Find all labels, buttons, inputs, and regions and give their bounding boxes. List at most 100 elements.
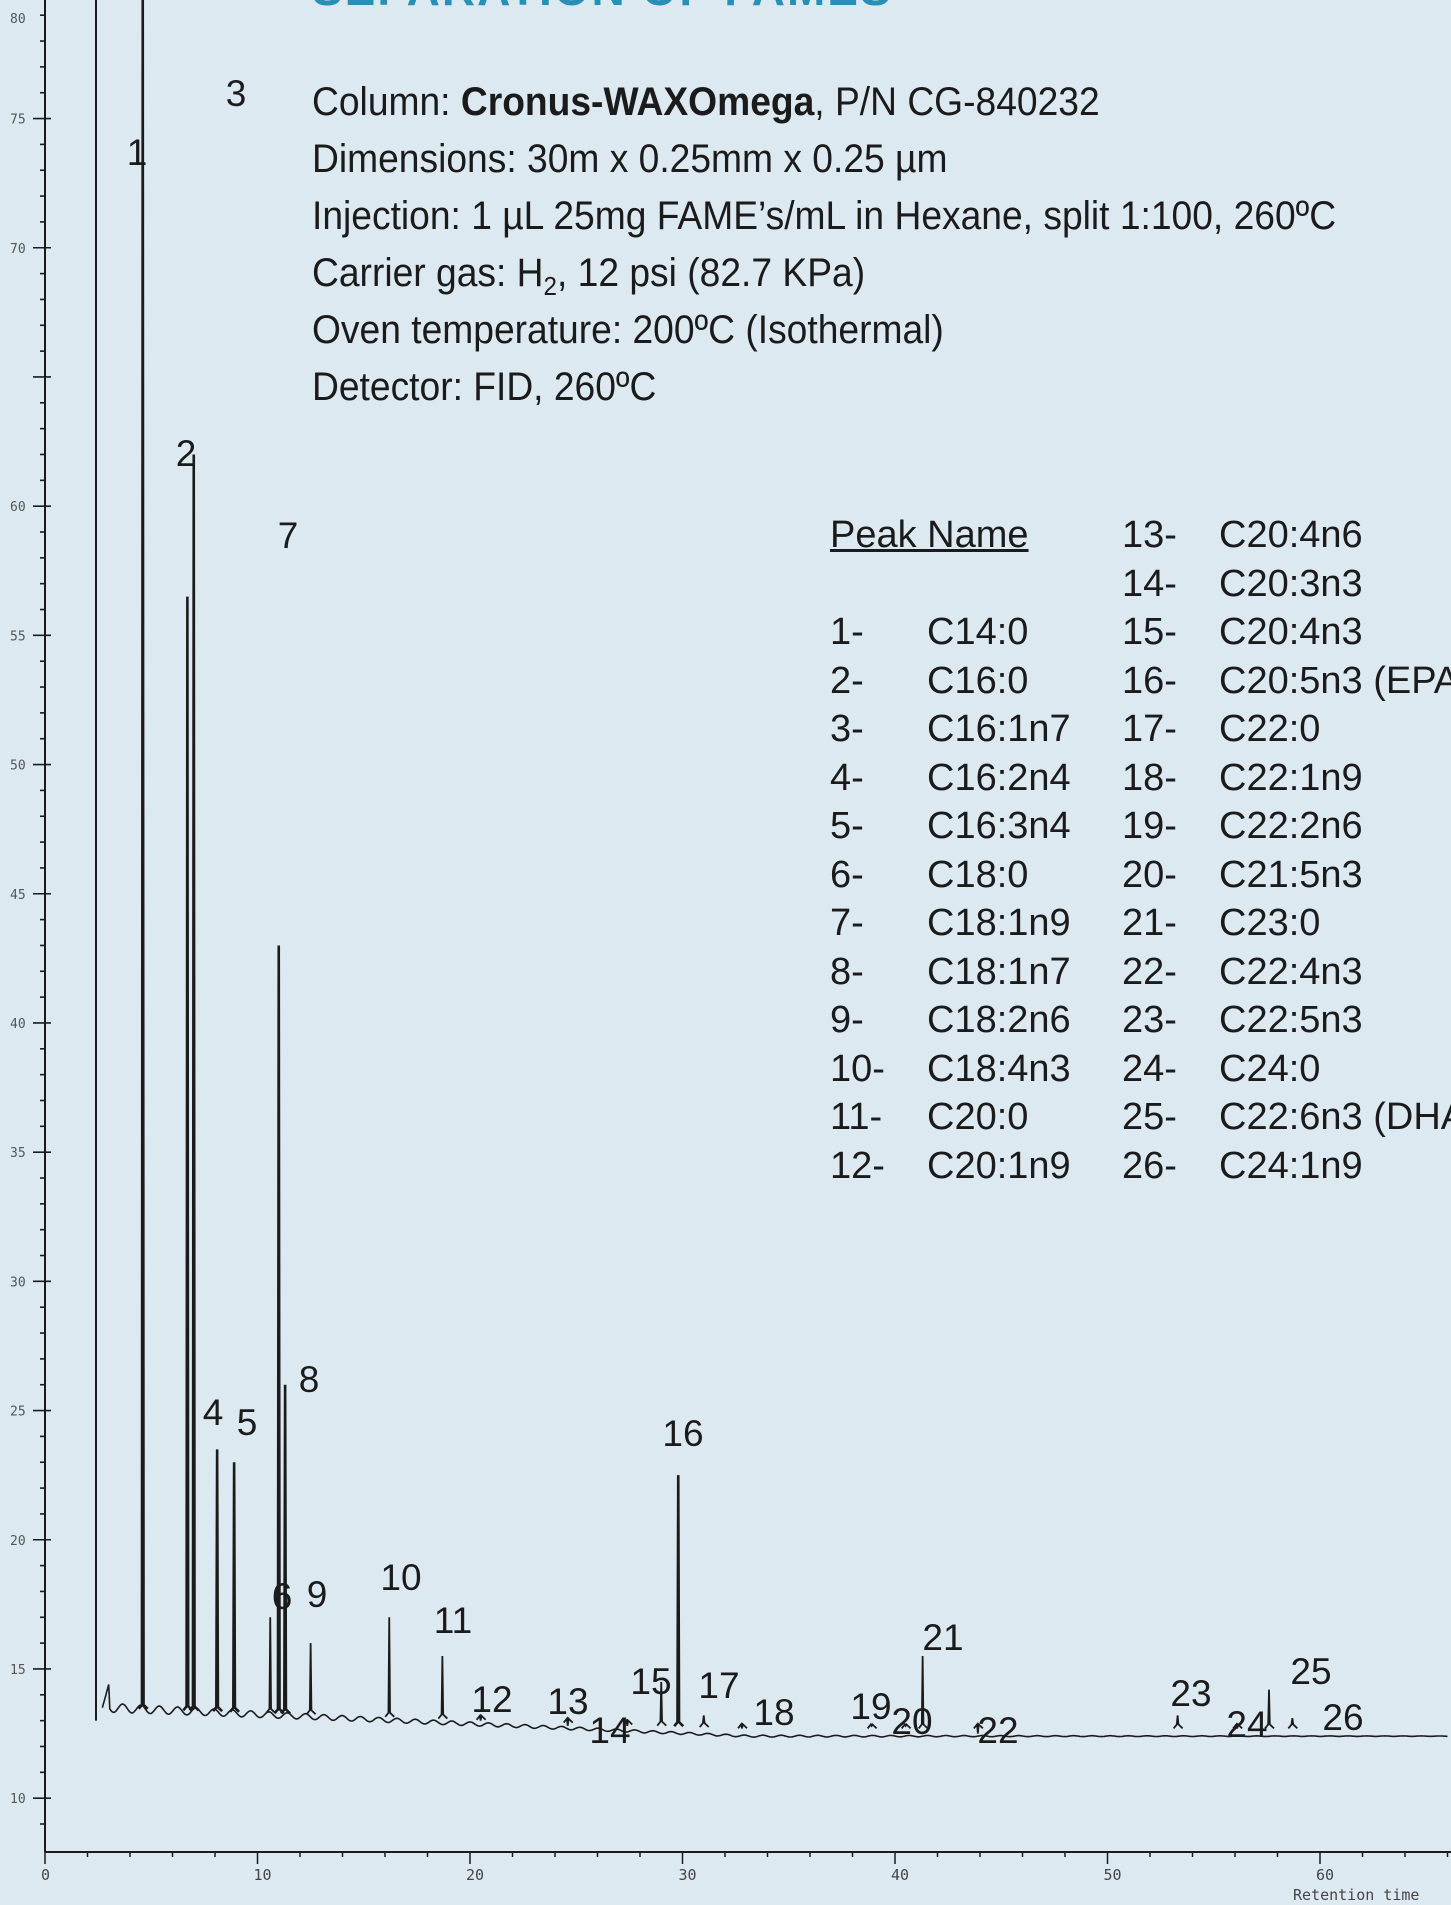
legend-peak-number: 4- — [830, 756, 864, 799]
peak-label-14: 14 — [589, 1710, 630, 1751]
legend-peak-name: C21:5n3 — [1219, 853, 1363, 896]
peak-label-12: 12 — [471, 1679, 512, 1720]
peak-label-4: 4 — [203, 1392, 224, 1433]
peak-label-7: 7 — [278, 515, 299, 556]
legend-peak-name: C20:1n9 — [927, 1144, 1071, 1187]
legend-peak-number: 13- — [1122, 514, 1177, 556]
legend-peak-number: 6- — [830, 853, 864, 896]
x-tick-label: 30 — [679, 1866, 697, 1884]
x-tick-label: 10 — [254, 1866, 272, 1884]
peak-4 — [212, 1449, 224, 1713]
peak-label-1: 1 — [127, 132, 148, 173]
legend-peak-name: C16:2n4 — [927, 756, 1071, 799]
peak-20 — [900, 1722, 912, 1730]
peak-15 — [656, 1681, 667, 1727]
x-tick-label: 0 — [41, 1866, 50, 1884]
legend-peak-number: 12- — [830, 1144, 885, 1187]
legend-peak-number: 14- — [1122, 562, 1177, 605]
legend-peak-name: C20:0 — [927, 1096, 1029, 1138]
peak-14 — [622, 1718, 633, 1726]
peak-label-25: 25 — [1290, 1651, 1331, 1692]
legend-peak-number: 15- — [1122, 611, 1177, 653]
x-axis-label: Retention time — [1293, 1886, 1419, 1904]
y-tick-label: 60 — [10, 500, 26, 515]
peak-5 — [229, 1462, 241, 1713]
legend-peak-name: C20:5n3 (EPA) — [1219, 659, 1451, 702]
peak-label-16: 16 — [662, 1413, 703, 1454]
legend-peak-name: C18:2n6 — [927, 999, 1071, 1041]
legend-peak-number: 2- — [830, 659, 864, 702]
legend-peak-number: 5- — [830, 805, 864, 847]
legend-peak-name: C20:4n6 — [1219, 514, 1363, 556]
y-tick-label: 55 — [10, 629, 26, 644]
y-tick-label: 80 — [10, 12, 26, 27]
legend-peak-number: 11- — [830, 1096, 883, 1138]
legend-peak-number: 9- — [830, 999, 864, 1041]
peak-21 — [917, 1656, 929, 1730]
condition-oven: Oven temperature: 200ºC (Isothermal) — [312, 308, 944, 352]
peak-label-6: 6 — [272, 1576, 293, 1617]
legend-peak-number: 25- — [1122, 1096, 1177, 1138]
peak-18 — [737, 1722, 748, 1729]
legend-peak-number: 7- — [830, 902, 864, 944]
y-tick-label: 10 — [10, 1792, 26, 1807]
legend-peak-name: C23:0 — [1219, 902, 1321, 944]
baseline-trace — [101, 1684, 1448, 1738]
peak-label-26: 26 — [1322, 1697, 1363, 1738]
legend-peak-number: 3- — [830, 708, 864, 750]
legend-peak-name: C22:0 — [1219, 708, 1321, 750]
legend-peak-number: 21- — [1122, 902, 1177, 944]
legend-peak-name: C16:1n7 — [927, 708, 1071, 750]
peak-16 — [673, 1475, 685, 1728]
legend-peak-name: C18:1n9 — [927, 902, 1071, 944]
condition-dimensions: Dimensions: 30m x 0.25mm x 0.25 µm — [312, 137, 948, 181]
y-tick-label: 35 — [10, 1146, 26, 1161]
condition-detector: Detector: FID, 260ºC — [312, 365, 657, 409]
y-tick-label: 45 — [10, 888, 26, 903]
y-tick-label: 70 — [10, 242, 26, 257]
peak-12 — [475, 1713, 487, 1721]
legend-peak-number: 23- — [1122, 999, 1177, 1041]
legend-peak-name: C22:6n3 (DHA) — [1219, 1096, 1451, 1138]
legend-peak-number: 26- — [1122, 1144, 1177, 1187]
peak-label-20: 20 — [891, 1701, 932, 1742]
peak-label-17: 17 — [698, 1665, 739, 1706]
peak-2 — [188, 454, 200, 1712]
peak-11 — [437, 1656, 448, 1720]
x-axis: 0 10 20 30 40 50 60 Retention time — [41, 1851, 1451, 1904]
legend-peak-name: C16:3n4 — [927, 805, 1071, 847]
legend-peak-name: C24:0 — [1219, 1047, 1321, 1090]
condition-column: Column: Cronus-WAXOmega, P/N CG-840232 — [312, 80, 1100, 124]
method-conditions: Column: Cronus-WAXOmega, P/N CG-840232 D… — [312, 74, 1336, 416]
peak-8 — [280, 1384, 292, 1715]
y-tick-label: 30 — [10, 1275, 26, 1290]
peak-23 — [1172, 1715, 1184, 1730]
legend-peak-name: C18:0 — [927, 853, 1029, 896]
legend-peak-name: C16:0 — [927, 659, 1029, 702]
peak-25 — [1264, 1689, 1275, 1730]
peak-label-5: 5 — [237, 1402, 258, 1443]
peak-label-8: 8 — [299, 1359, 320, 1400]
peak-22 — [973, 1722, 984, 1734]
legend-peak-number: 16- — [1122, 659, 1177, 702]
y-tick-label: 25 — [10, 1405, 26, 1420]
legend-peak-number: 8- — [830, 950, 864, 993]
legend-peak-number: 10- — [830, 1047, 885, 1090]
y-tick-label: 20 — [10, 1534, 26, 1549]
x-tick-label: 60 — [1316, 1866, 1334, 1884]
peak-label-19: 19 — [850, 1686, 891, 1727]
legend-peak-name: C22:2n6 — [1219, 805, 1363, 847]
legend-peak-name: C14:0 — [927, 611, 1029, 653]
peak-26 — [1287, 1717, 1298, 1730]
legend-peak-name: C22:4n3 — [1219, 950, 1363, 993]
peak-label-23: 23 — [1170, 1673, 1211, 1714]
legend-peak-name: C20:4n3 — [1219, 611, 1363, 653]
peak-label-13: 13 — [547, 1681, 588, 1722]
legend-peak-name: C20:3n3 — [1219, 562, 1363, 605]
legend-peak-number: 22- — [1122, 950, 1177, 993]
peak-13 — [563, 1716, 574, 1726]
peak-label-22: 22 — [977, 1710, 1018, 1751]
peak-6 — [265, 1617, 276, 1714]
